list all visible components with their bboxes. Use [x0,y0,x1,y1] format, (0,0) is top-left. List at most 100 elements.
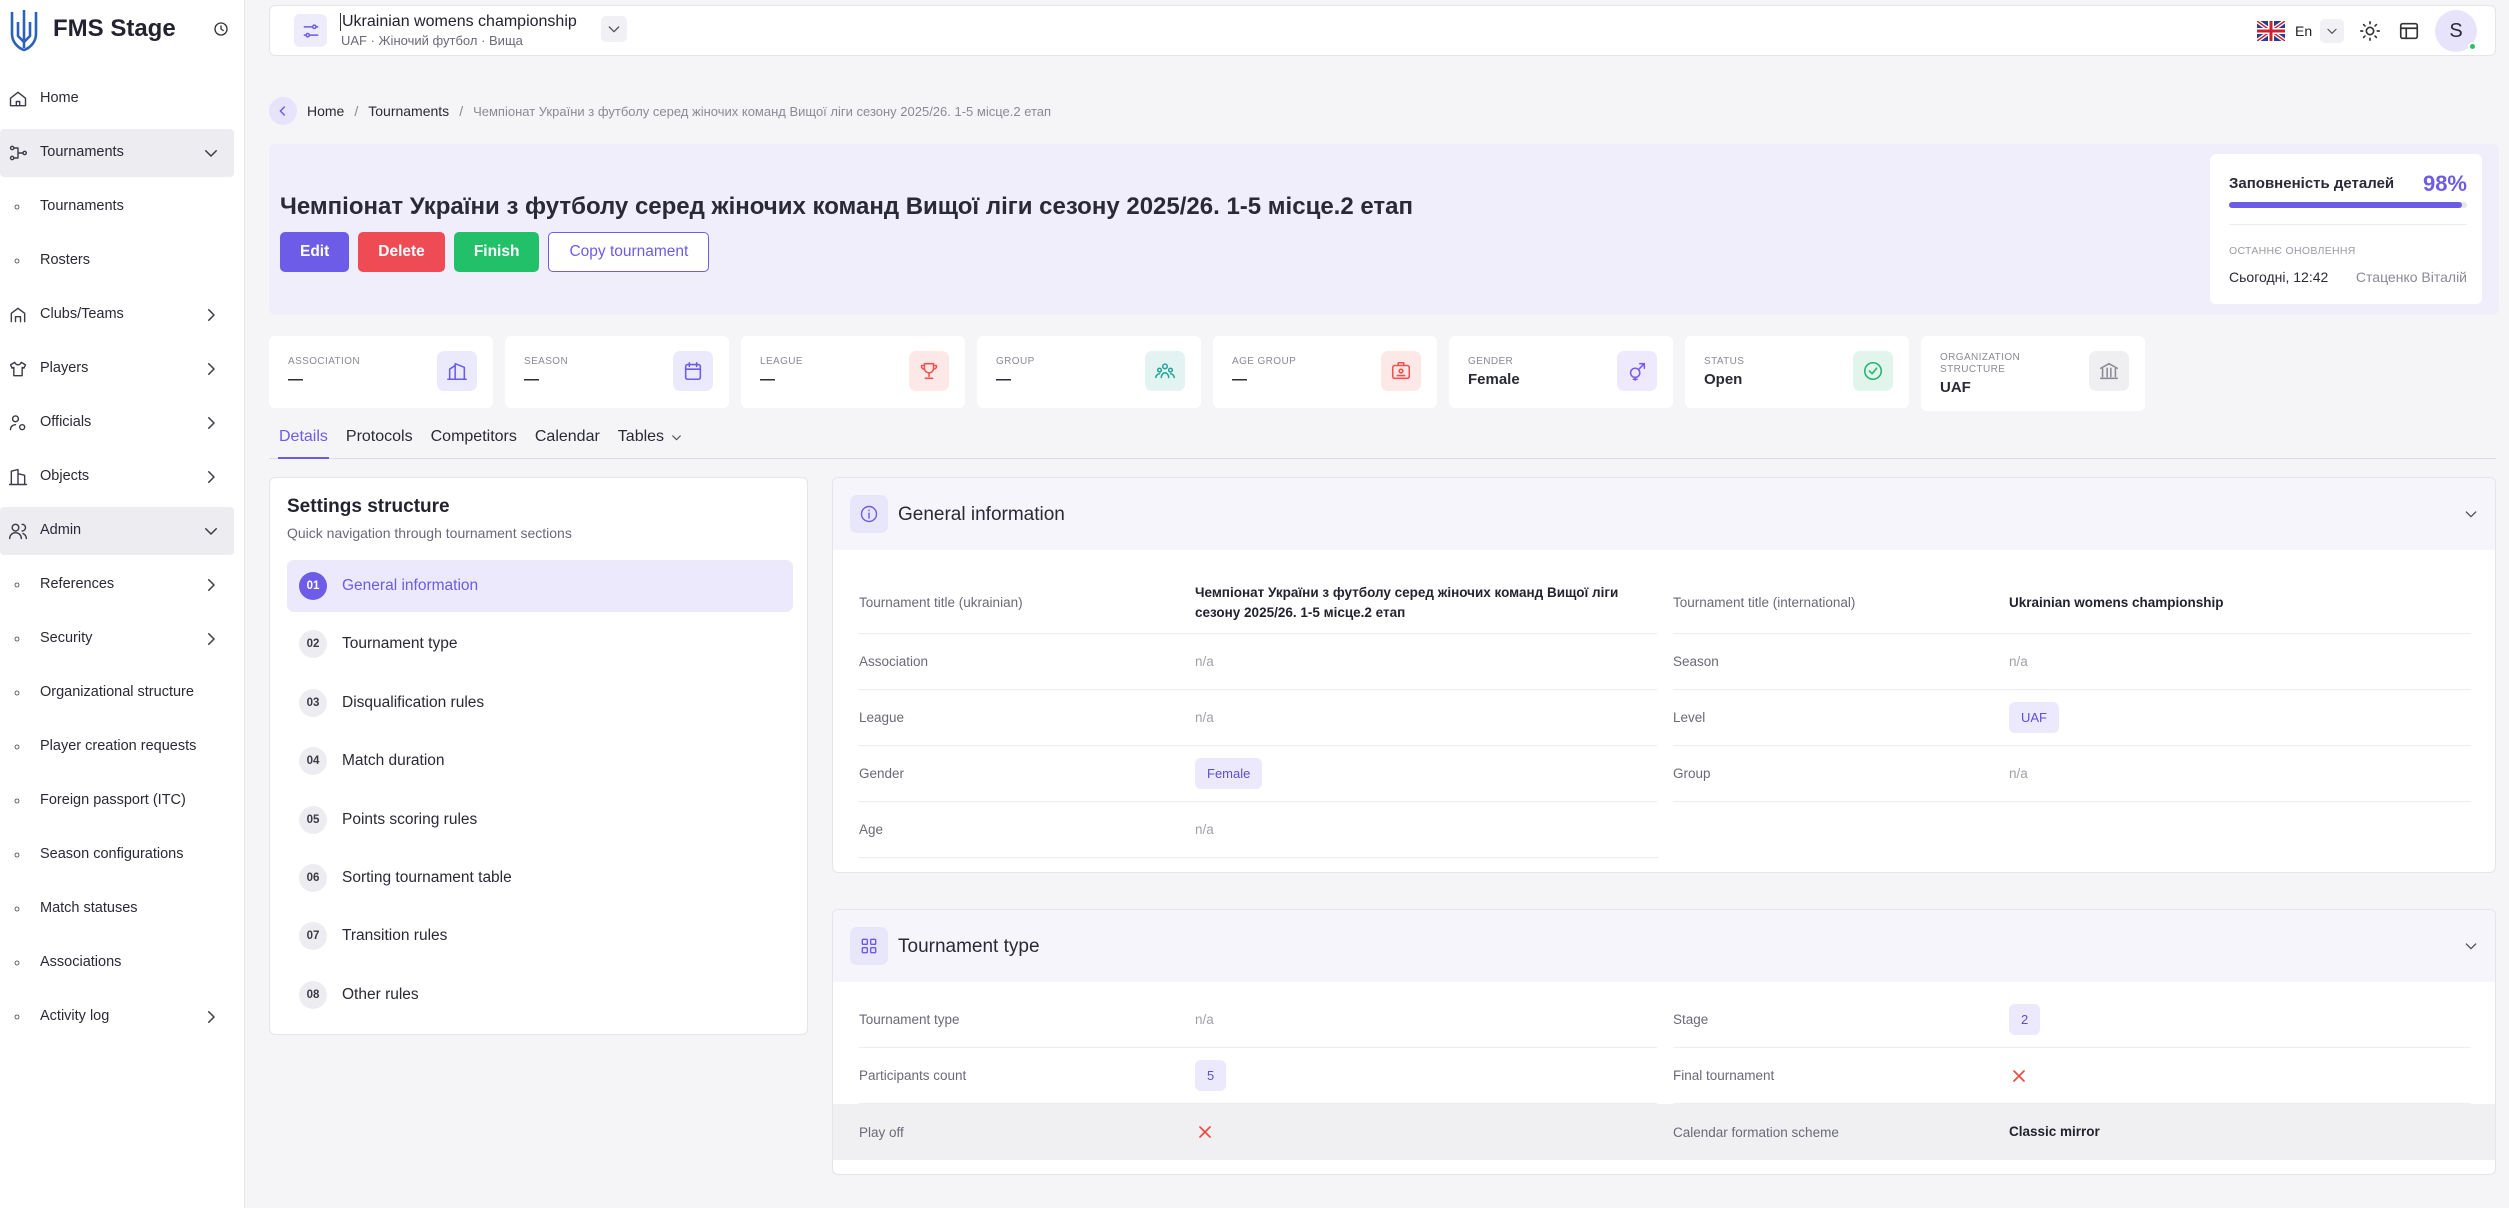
settings-item[interactable]: 05 Points scoring rules [287,794,793,846]
field-badge: Female [1195,758,1263,789]
nav-item[interactable]: Season configurations [0,831,234,879]
nav-item[interactable]: Rosters [0,237,234,285]
item-label: Other rules [342,985,419,1003]
tab-label: Calendar [534,428,600,445]
field-label: Age [859,822,884,837]
stat-icon [1853,351,1893,391]
layout-toggle[interactable] [2398,20,2420,42]
section-header[interactable]: Tournament type [833,910,2495,982]
item-number: 06 [299,864,327,892]
nav-item[interactable]: Player creation requests [0,723,234,771]
nav-label: Associations [40,954,122,970]
action-button[interactable]: Copy tournament [548,232,710,272]
item-number: 01 [299,572,327,600]
section-panel: Tournament type Tournament type n/a Stage 2 P… [832,909,2496,1175]
settings-item[interactable]: 02 Tournament type [287,618,793,670]
action-button[interactable]: Delete [358,232,445,272]
nav-item[interactable]: Players [0,345,234,393]
settings-item[interactable]: 07 Transition rules [287,910,793,962]
section-header[interactable]: General information [833,478,2495,550]
collapse-button[interactable] [212,20,230,38]
nav-item[interactable]: Foreign passport (ITC) [0,777,234,825]
progress-track [2229,202,2467,208]
nav-icon [8,521,28,541]
stat-text: GENDER Female [1468,336,1598,408]
item-label: Transition rules [342,927,448,945]
settings-item[interactable]: 01 General information [287,560,793,612]
field-label: Gender [859,766,905,781]
field-label: Group [1673,766,1711,781]
tab-label: Protocols [345,428,413,445]
nav-label: Players [40,360,89,376]
nav-icon [11,741,23,753]
field: Final tournament [1673,1048,2471,1104]
nav-item[interactable]: Tournaments [0,183,234,231]
stat-value: UAF [1940,378,1971,396]
nav-item[interactable]: Security [0,615,234,663]
stat-label: LEAGUE [760,356,803,367]
tab[interactable]: Tables [617,428,684,459]
section-toggle [2463,506,2479,522]
topbar-dropdown[interactable] [601,16,627,42]
tab[interactable]: Protocols [345,428,414,459]
settings-item[interactable]: 08 Other rules [287,969,793,1021]
nav-icon [8,413,28,433]
tab[interactable]: Details [278,428,329,459]
settings-item[interactable]: 04 Match duration [287,735,793,787]
nav-arrow [202,522,220,540]
field: Stage 2 [1673,992,2471,1048]
language[interactable]: En [2295,23,2313,39]
breadcrumb-item[interactable]: Tournaments [368,103,450,119]
nav-label: Home [40,90,79,106]
stat-text: AGE GROUP — [1232,336,1362,408]
header-actions: Edit Delete Finish Copy tournament [280,232,710,272]
progress-divider [2229,224,2467,225]
nav-item[interactable]: Clubs/Teams [0,291,234,339]
section-toggle [2463,938,2479,954]
nav-label: Objects [40,468,90,484]
breadcrumb-separator: / [354,103,359,119]
nav-arrow [202,630,220,648]
language-dropdown[interactable] [2320,19,2344,43]
nav-icon [8,467,28,487]
field-value: Ukrainian womens championship [2009,594,2224,610]
nav-item[interactable]: Officials [0,399,234,447]
false-icon [2009,1066,2029,1086]
brand: FMS Stage [53,15,176,42]
nav-item[interactable]: Tournaments [0,129,234,177]
settings-item[interactable]: 03 Disqualification rules [287,677,793,729]
nav-item[interactable]: Home [0,75,234,123]
topbar-subtitle: UAF · Жіночий футбол · Вища [341,33,523,48]
back-button[interactable] [269,97,297,125]
online-dot [2468,42,2477,51]
topbar-menu[interactable] [294,14,327,47]
nav-label: References [40,576,115,592]
nav-label: Tournaments [40,144,124,160]
stat-label: ORGANIZATION STRUCTURE [1940,351,2021,375]
breadcrumb-item[interactable]: Home [307,103,345,119]
field-label: Level [1673,710,1706,725]
nav-item[interactable]: Objects [0,453,234,501]
nav-item[interactable]: Associations [0,939,234,987]
stat-value: — [760,371,775,388]
nav-item[interactable]: Activity log [0,993,234,1041]
tab[interactable]: Competitors [430,428,518,459]
nav-icon [11,255,23,267]
stat-card: LEAGUE — [741,336,965,408]
nav-item[interactable]: Admin [0,507,234,555]
action-button[interactable]: Edit [280,232,350,272]
nav-item[interactable]: Organizational structure [0,669,234,717]
tab[interactable]: Calendar [534,428,601,459]
nav-item[interactable]: Match statuses [0,885,234,933]
field-badge: 2 [2009,1004,2041,1035]
field-label: Final tournament [1673,1068,1775,1083]
item-number: 02 [299,630,327,659]
field-value: n/a [2009,654,2028,669]
section-body: Tournament type n/a Stage 2 Participants cou… [833,982,2495,1174]
action-button[interactable]: Finish [453,232,540,272]
updated-time: Сьогодні, 12:42 [2229,269,2329,285]
theme-toggle[interactable] [2359,20,2381,42]
settings-item[interactable]: 06 Sorting tournament table [287,852,793,904]
field: Participants count 5 [859,1048,1657,1104]
nav-item[interactable]: References [0,561,234,609]
